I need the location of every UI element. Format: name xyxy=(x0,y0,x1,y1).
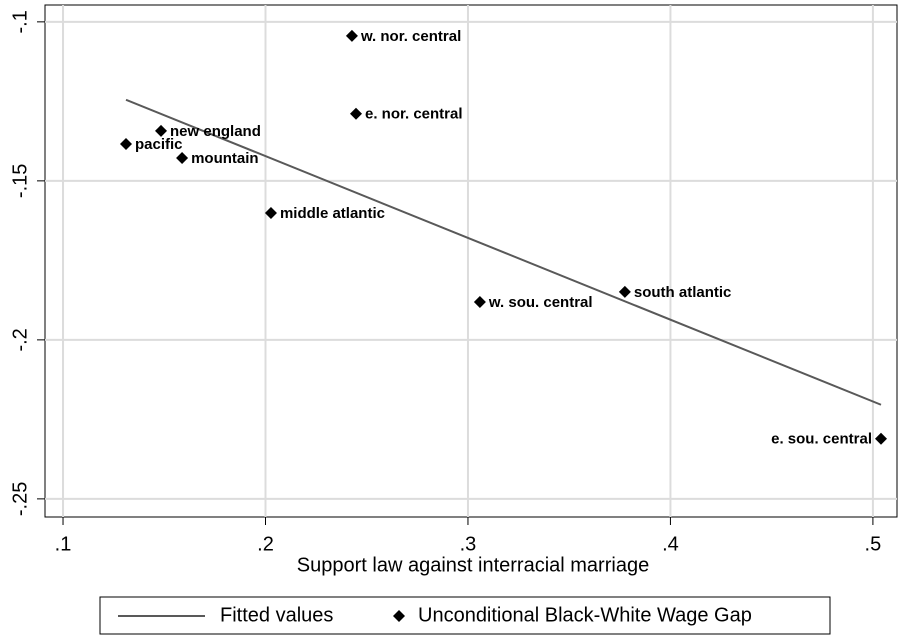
point xyxy=(618,285,631,298)
point xyxy=(349,107,362,120)
point-label: middle atlantic xyxy=(280,205,385,222)
y-tick-label: -.15 xyxy=(9,164,31,198)
x-axis-title: Support law against interracial marriage xyxy=(297,554,649,576)
point-label: mountain xyxy=(191,150,258,167)
point-label: pacific xyxy=(135,136,183,153)
plot-frame xyxy=(44,4,898,518)
x-tick-label: .2 xyxy=(257,533,274,555)
point xyxy=(875,432,888,445)
y-tick-label: -.2 xyxy=(9,328,31,351)
point xyxy=(345,29,358,42)
point-label: new england xyxy=(170,123,261,140)
point-label: w. nor. central xyxy=(360,28,461,45)
x-tick-label: .3 xyxy=(460,533,477,555)
legend-box xyxy=(99,596,831,635)
y-tick-label: -.1 xyxy=(9,10,31,33)
point xyxy=(155,124,168,137)
point xyxy=(264,206,277,219)
legend-label: Fitted values xyxy=(220,604,333,626)
point-label: e. nor. central xyxy=(365,106,463,123)
point-label: south atlantic xyxy=(634,284,732,301)
x-tick-label: .5 xyxy=(865,533,882,555)
point xyxy=(176,151,189,164)
x-tick-label: .4 xyxy=(662,533,679,555)
point-label: e. sou. central xyxy=(771,431,872,448)
fitted-line xyxy=(125,98,882,406)
x-tick-label: .1 xyxy=(55,533,72,555)
legend-label: Unconditional Black-White Wage Gap xyxy=(418,604,752,626)
point xyxy=(119,137,132,150)
point-label: w. sou. central xyxy=(488,294,593,311)
legend-marker xyxy=(393,610,405,622)
y-tick-label: -.25 xyxy=(9,482,31,516)
point xyxy=(473,296,486,309)
